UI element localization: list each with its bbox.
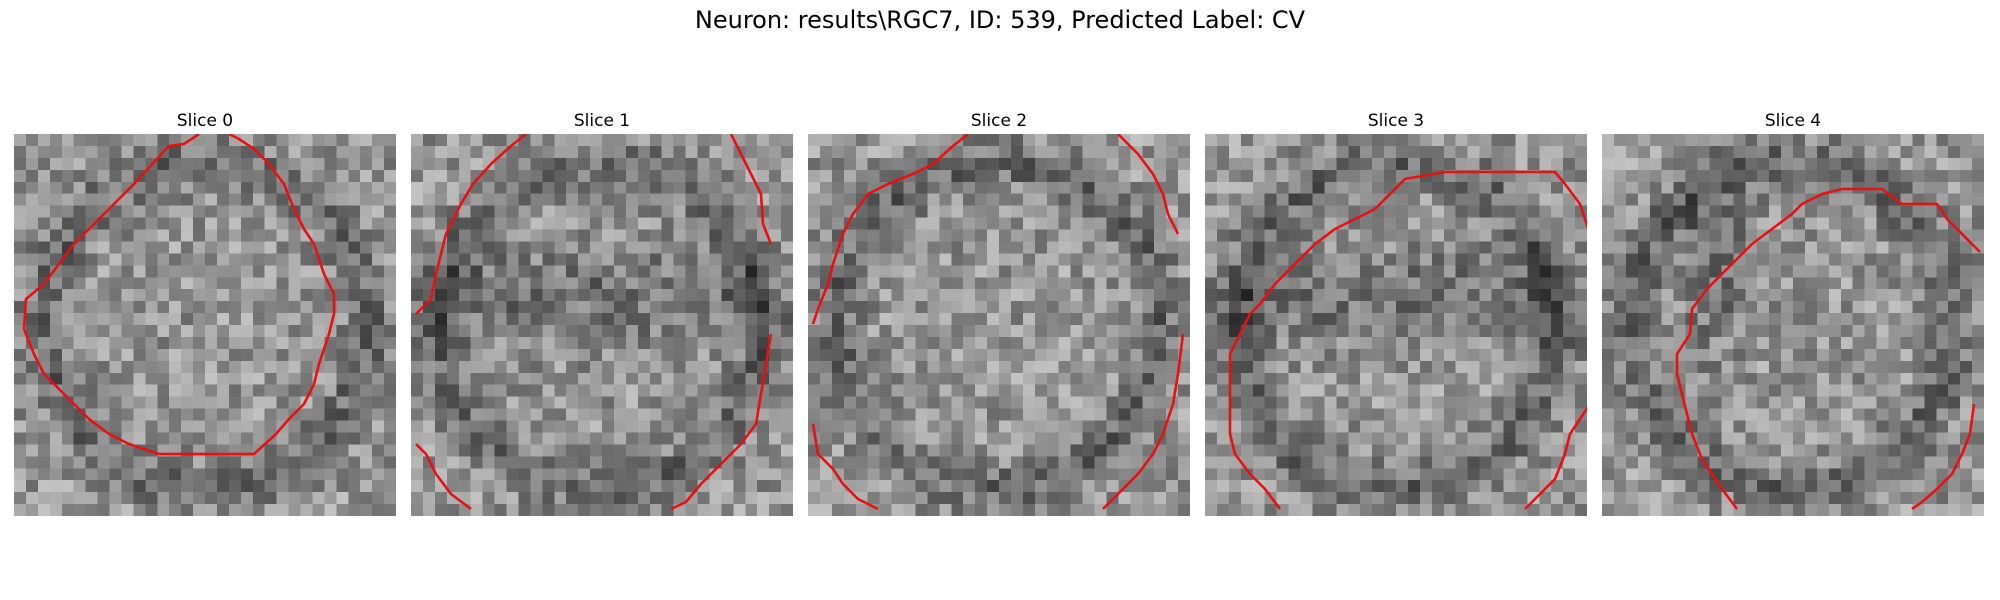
slice-title: Slice 1 [573, 111, 631, 131]
segmentation-contour [1228, 170, 1587, 510]
slice-panel-3: Slice 3 [1205, 110, 1587, 516]
slice-panel-1: Slice 1 [411, 110, 793, 516]
slice-panel-0: Slice 0 [14, 110, 396, 516]
slice-image [1205, 134, 1587, 516]
slice-panel-4: Slice 4 [1602, 110, 1984, 516]
slice-title: Slice 3 [1367, 111, 1425, 131]
slice-image [411, 134, 793, 516]
slice-image [1602, 134, 1984, 516]
segmentation-contour [1675, 187, 1981, 511]
slice-panel-2: Slice 2 [808, 110, 1190, 516]
figure-title: Neuron: results\RGC7, ID: 539, Predicted… [694, 6, 1306, 34]
segmentation-contour [22, 134, 336, 456]
slice-title: Slice 0 [176, 111, 234, 131]
segmentation-contour [811, 134, 1185, 511]
slice-image [808, 134, 1190, 516]
slice-title: Slice 2 [970, 111, 1028, 131]
slice-title: Slice 4 [1764, 111, 1822, 131]
segmentation-contour [415, 134, 773, 511]
